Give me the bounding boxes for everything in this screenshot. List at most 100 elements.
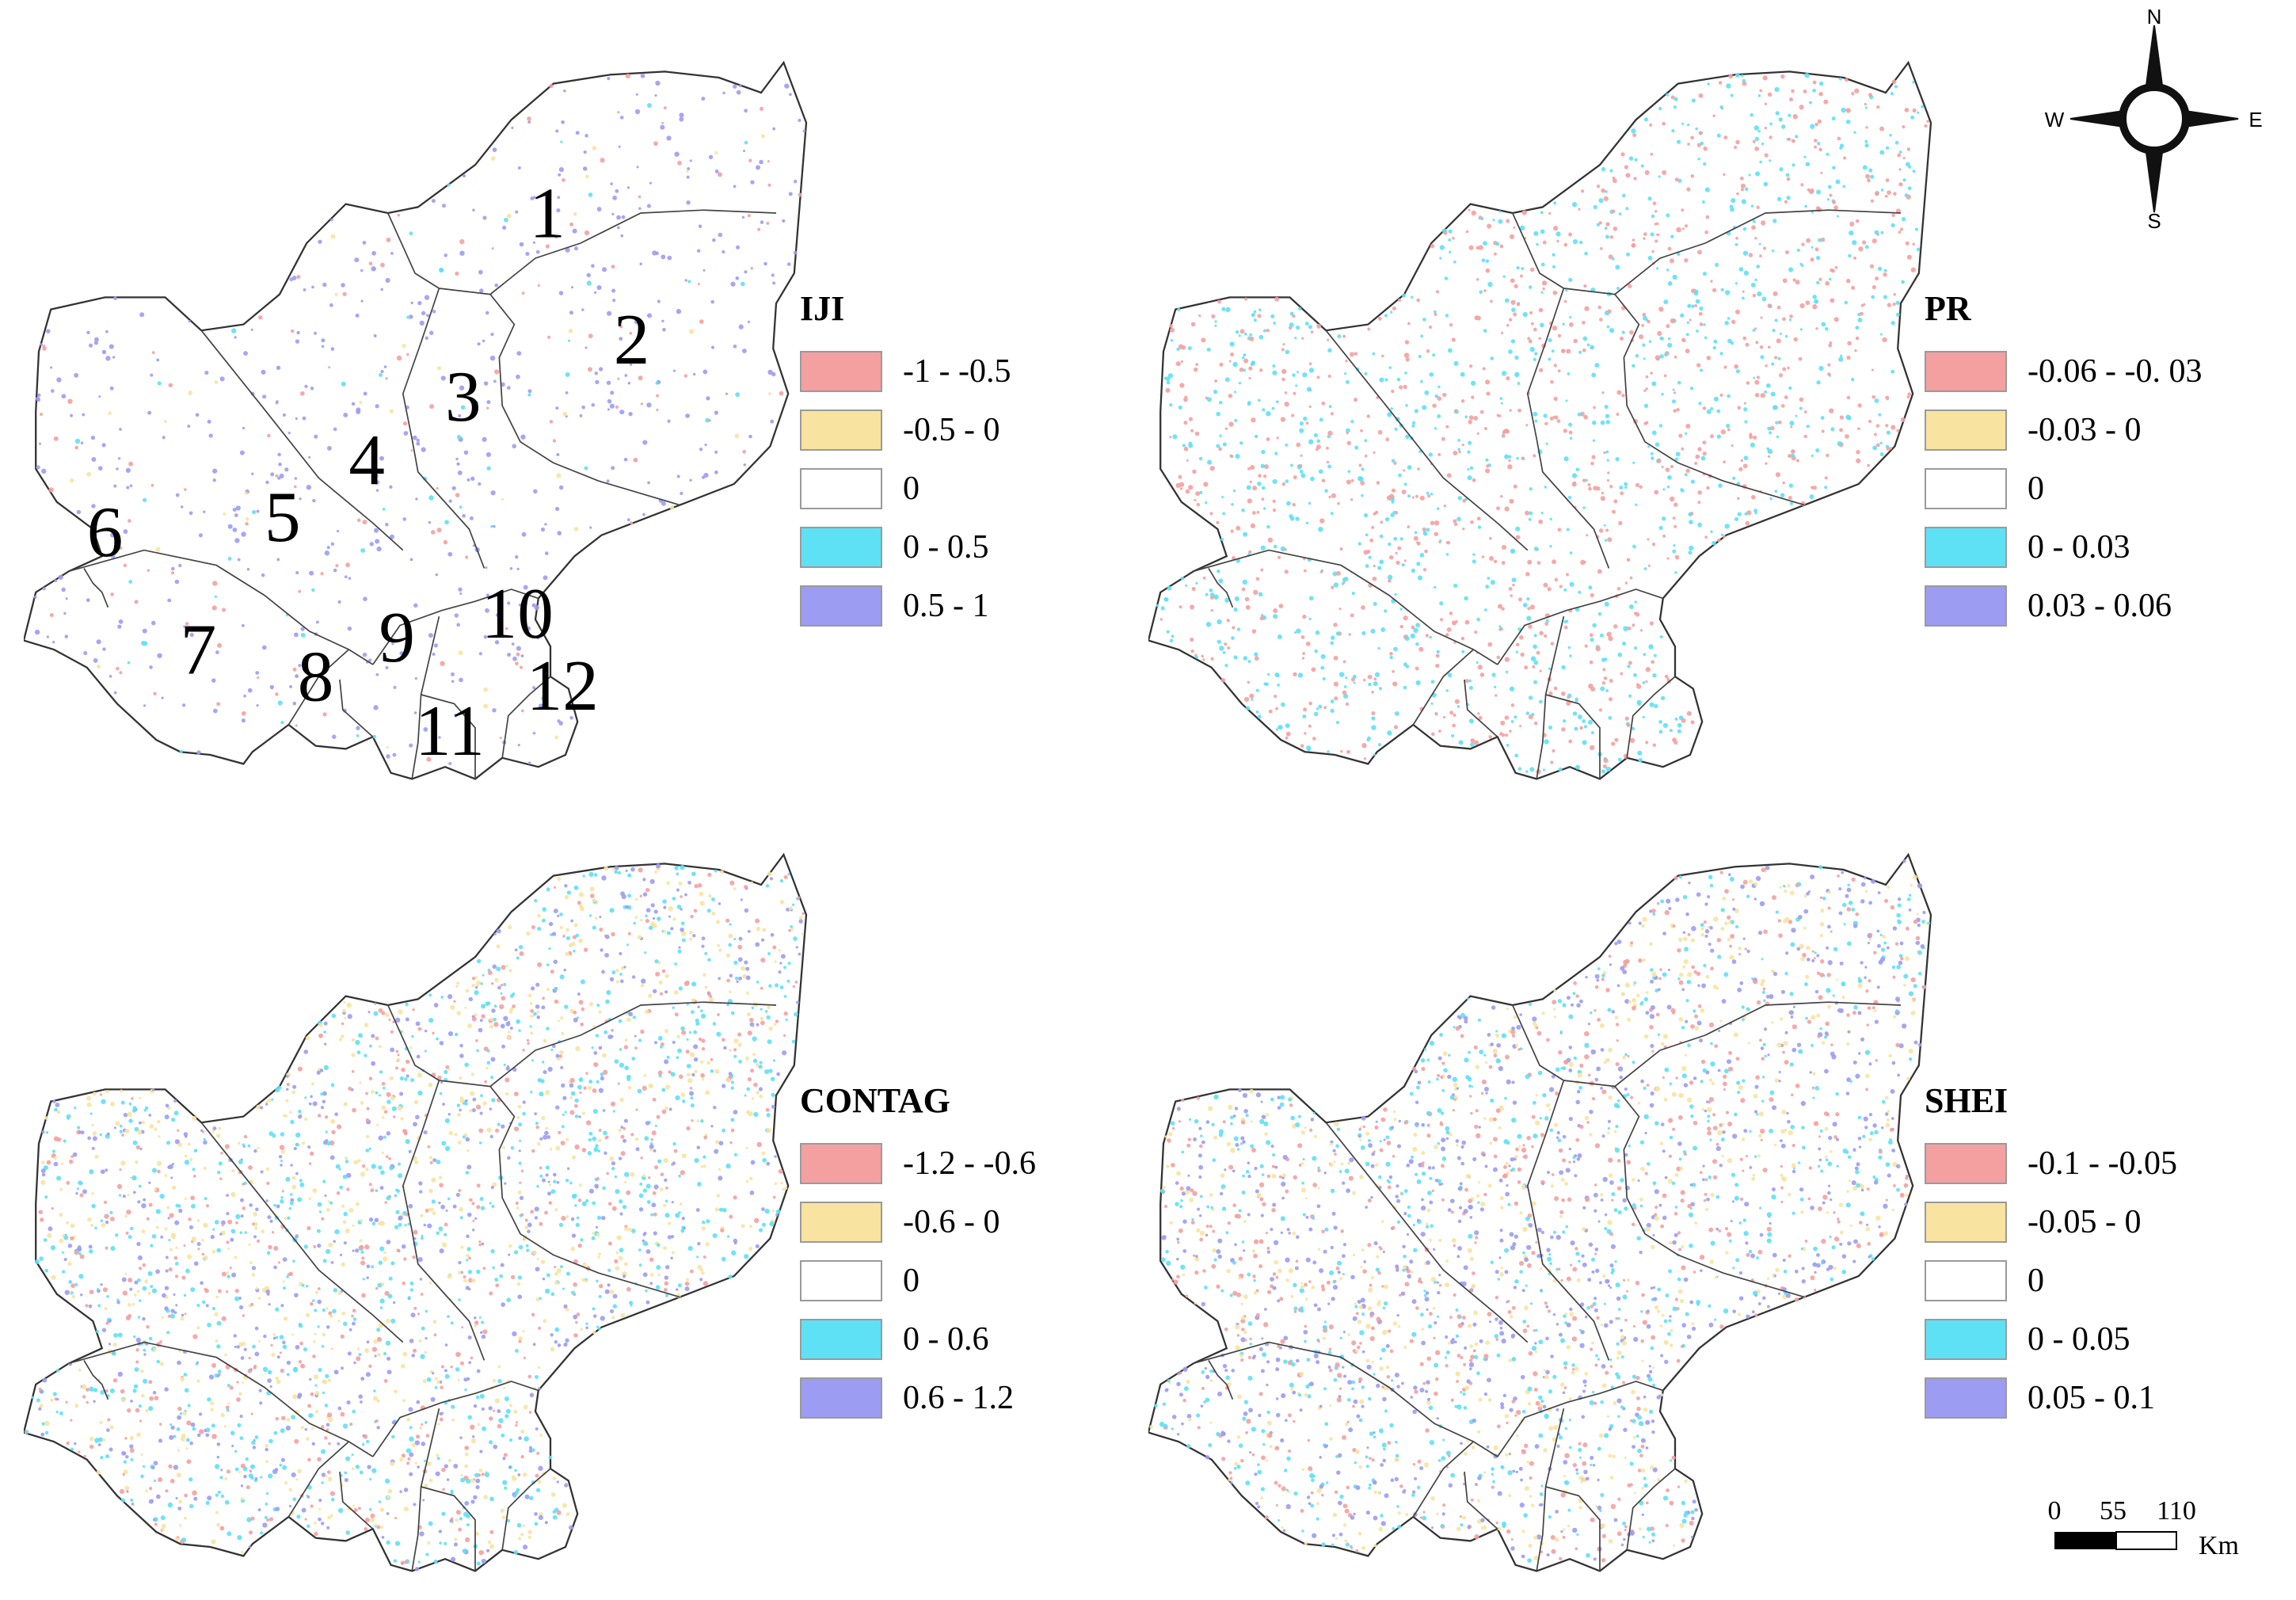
class-dot: [1674, 717, 1678, 721]
class-dot: [1286, 501, 1291, 506]
class-dot: [564, 1483, 569, 1488]
class-dot: [338, 1038, 342, 1042]
class-dot: [425, 1552, 429, 1556]
class-dot: [1350, 420, 1354, 424]
class-dot: [629, 363, 633, 366]
class-dot: [371, 1034, 375, 1038]
class-dot: [1299, 428, 1304, 433]
class-dot: [459, 1517, 463, 1521]
class-dot: [586, 280, 592, 286]
class-dot: [704, 985, 708, 989]
class-dot: [600, 158, 605, 163]
class-dot: [490, 981, 494, 985]
class-dot: [255, 1287, 259, 1290]
class-dot: [1452, 723, 1456, 728]
class-dot: [598, 1129, 602, 1132]
class-dot: [1659, 635, 1663, 639]
class-dot: [678, 1074, 683, 1080]
class-dot: [1542, 768, 1546, 771]
class-dot: [1273, 614, 1278, 619]
class-dot: [1539, 669, 1542, 672]
class-dot: [78, 1180, 83, 1186]
class-dot: [302, 416, 307, 421]
class-dot: [1551, 349, 1555, 353]
class-dot: [1684, 257, 1689, 263]
class-dot: [389, 534, 395, 539]
class-dot: [739, 84, 742, 88]
class-dot: [410, 449, 413, 452]
class-dot: [570, 1091, 576, 1096]
class-dot: [1326, 460, 1330, 464]
class-dot: [1658, 424, 1663, 428]
class-dot: [1407, 525, 1411, 529]
class-dot: [752, 1036, 757, 1042]
region-border: [1536, 616, 1565, 779]
class-dot: [1338, 608, 1342, 611]
class-dot: [106, 1428, 110, 1432]
class-dot: [1338, 672, 1345, 677]
class-dot: [1533, 411, 1538, 417]
class-dot: [634, 1034, 637, 1038]
legend-item: -0.03 - 0: [1925, 401, 2241, 459]
class-dot: [1603, 758, 1609, 764]
class-dot: [1470, 738, 1475, 743]
class-dot: [568, 339, 571, 342]
class-dot: [714, 470, 718, 474]
class-dot: [591, 402, 596, 407]
class-dot: [355, 313, 360, 318]
class-dot: [766, 1015, 771, 1020]
class-dot: [394, 1017, 401, 1023]
class-dot: [1486, 391, 1491, 396]
class-dot: [620, 1151, 626, 1156]
class-dot: [1430, 243, 1435, 249]
class-dot: [327, 1515, 332, 1520]
class-dot: [538, 703, 544, 709]
region-border: [421, 694, 476, 779]
class-dot: [1772, 329, 1776, 333]
class-dot: [1676, 227, 1681, 233]
class-dot: [379, 1246, 385, 1251]
class-dot: [700, 1119, 704, 1123]
class-dot: [1289, 514, 1293, 519]
class-dot: [1821, 429, 1825, 433]
class-dot: [1219, 434, 1222, 437]
class-dot: [1591, 455, 1596, 459]
class-dot: [360, 1250, 364, 1254]
class-dot: [657, 1273, 661, 1277]
class-dot: [738, 1059, 743, 1064]
class-dot: [361, 1293, 366, 1298]
class-dot: [1220, 678, 1226, 683]
class-dot: [1281, 377, 1285, 382]
class-dot: [1277, 555, 1281, 559]
class-dot: [1713, 396, 1719, 402]
class-dot: [483, 1495, 489, 1499]
class-dot: [1615, 456, 1620, 462]
class-dot: [1649, 702, 1654, 707]
class-dot: [223, 512, 227, 516]
class-dot: [366, 1340, 370, 1344]
class-dot: [1697, 158, 1700, 161]
class-dot: [113, 1126, 116, 1130]
class-dot: [1702, 271, 1708, 276]
class-dot: [532, 196, 536, 200]
class-dot: [330, 542, 335, 546]
class-dot: [572, 228, 577, 234]
class-dot: [583, 150, 587, 154]
class-dot: [463, 1275, 466, 1279]
class-dot: [1696, 330, 1699, 333]
class-dot: [1209, 512, 1213, 516]
class-dot: [211, 678, 216, 683]
class-dot: [248, 1165, 253, 1170]
class-dot: [1658, 719, 1662, 724]
class-dot: [1712, 345, 1716, 350]
class-dot: [737, 1032, 742, 1037]
class-dot: [1342, 334, 1346, 338]
class-dot: [675, 1095, 680, 1101]
class-dot: [1643, 237, 1646, 240]
class-dot: [1231, 636, 1235, 640]
class-dot: [440, 375, 446, 381]
class-dot: [787, 872, 790, 876]
class-dot: [1224, 597, 1230, 603]
class-dot: [1292, 373, 1296, 377]
class-dot: [412, 1008, 415, 1011]
